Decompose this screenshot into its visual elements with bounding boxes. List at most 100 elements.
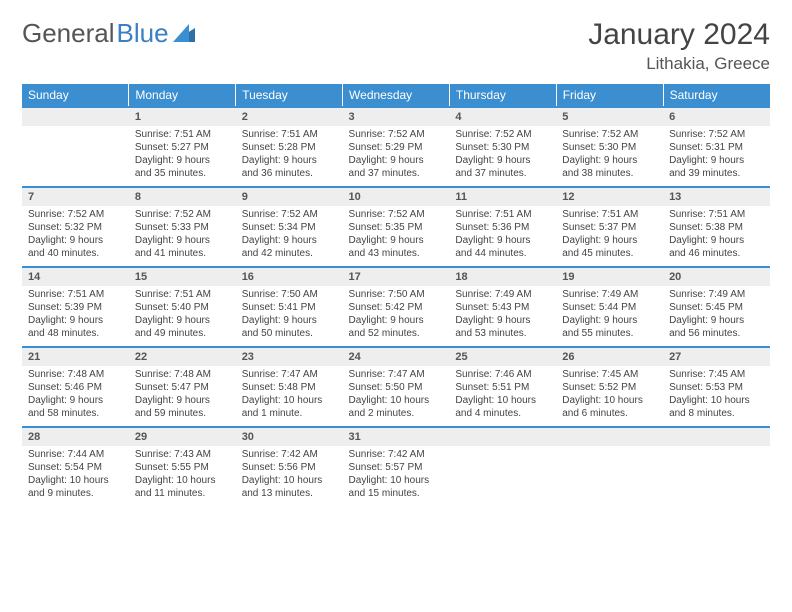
day-cell bbox=[22, 126, 129, 187]
day-info-line: and 59 minutes. bbox=[135, 407, 230, 420]
day-cell: Sunrise: 7:45 AMSunset: 5:52 PMDaylight:… bbox=[556, 366, 663, 427]
day-info-line: and 2 minutes. bbox=[349, 407, 444, 420]
day-cell: Sunrise: 7:47 AMSunset: 5:50 PMDaylight:… bbox=[343, 366, 450, 427]
day-number: 29 bbox=[129, 427, 236, 446]
day-info-line: and 11 minutes. bbox=[135, 487, 230, 500]
day-number-row: 28293031 bbox=[22, 427, 770, 446]
day-info-line: and 1 minute. bbox=[242, 407, 337, 420]
day-info-line: Daylight: 9 hours bbox=[135, 234, 230, 247]
month-title: January 2024 bbox=[588, 18, 770, 52]
day-info-line: Sunrise: 7:51 AM bbox=[242, 128, 337, 141]
day-number: 15 bbox=[129, 267, 236, 286]
day-info-line: Sunrise: 7:52 AM bbox=[349, 128, 444, 141]
day-info-line: Daylight: 9 hours bbox=[135, 314, 230, 327]
day-number-row: 14151617181920 bbox=[22, 267, 770, 286]
day-number: 9 bbox=[236, 187, 343, 206]
day-info-line: Sunset: 5:41 PM bbox=[242, 301, 337, 314]
day-info-line: Sunrise: 7:52 AM bbox=[562, 128, 657, 141]
day-number: 24 bbox=[343, 347, 450, 366]
day-info-line: Sunrise: 7:52 AM bbox=[242, 208, 337, 221]
day-info-line: Sunrise: 7:42 AM bbox=[349, 448, 444, 461]
day-info-line: Daylight: 9 hours bbox=[135, 394, 230, 407]
logo-text-2: Blue bbox=[117, 18, 169, 49]
day-cell: Sunrise: 7:50 AMSunset: 5:41 PMDaylight:… bbox=[236, 286, 343, 347]
day-info-line: Sunrise: 7:48 AM bbox=[135, 368, 230, 381]
day-info-line: Daylight: 10 hours bbox=[135, 474, 230, 487]
day-cell: Sunrise: 7:49 AMSunset: 5:45 PMDaylight:… bbox=[663, 286, 770, 347]
day-info-line: and 8 minutes. bbox=[669, 407, 764, 420]
day-number: 2 bbox=[236, 107, 343, 126]
day-info-line: Daylight: 10 hours bbox=[349, 394, 444, 407]
day-number: 20 bbox=[663, 267, 770, 286]
day-header: Wednesday bbox=[343, 84, 450, 107]
day-cell: Sunrise: 7:52 AMSunset: 5:33 PMDaylight:… bbox=[129, 206, 236, 267]
day-info-line: Daylight: 9 hours bbox=[669, 314, 764, 327]
day-number: 8 bbox=[129, 187, 236, 206]
day-info-line: and 36 minutes. bbox=[242, 167, 337, 180]
day-cell: Sunrise: 7:52 AMSunset: 5:35 PMDaylight:… bbox=[343, 206, 450, 267]
day-cell: Sunrise: 7:42 AMSunset: 5:56 PMDaylight:… bbox=[236, 446, 343, 506]
day-header: Friday bbox=[556, 84, 663, 107]
day-cell: Sunrise: 7:48 AMSunset: 5:46 PMDaylight:… bbox=[22, 366, 129, 427]
day-info-line: Daylight: 9 hours bbox=[349, 234, 444, 247]
day-info-line: and 39 minutes. bbox=[669, 167, 764, 180]
day-info-line: Sunset: 5:32 PM bbox=[28, 221, 123, 234]
day-info-line: and 52 minutes. bbox=[349, 327, 444, 340]
day-number: 16 bbox=[236, 267, 343, 286]
day-info-line: and 50 minutes. bbox=[242, 327, 337, 340]
day-cell: Sunrise: 7:52 AMSunset: 5:30 PMDaylight:… bbox=[449, 126, 556, 187]
day-info-line: Sunset: 5:55 PM bbox=[135, 461, 230, 474]
day-cell: Sunrise: 7:45 AMSunset: 5:53 PMDaylight:… bbox=[663, 366, 770, 427]
day-info-line: Sunrise: 7:51 AM bbox=[28, 288, 123, 301]
day-info-line: Sunset: 5:50 PM bbox=[349, 381, 444, 394]
day-info-line: Daylight: 9 hours bbox=[242, 154, 337, 167]
day-info-line: Sunrise: 7:51 AM bbox=[135, 128, 230, 141]
day-info-line: Sunrise: 7:47 AM bbox=[349, 368, 444, 381]
day-info-line: Sunrise: 7:45 AM bbox=[669, 368, 764, 381]
day-number-row: 78910111213 bbox=[22, 187, 770, 206]
day-info-line: and 42 minutes. bbox=[242, 247, 337, 260]
day-info-line: Daylight: 10 hours bbox=[455, 394, 550, 407]
day-cell: Sunrise: 7:50 AMSunset: 5:42 PMDaylight:… bbox=[343, 286, 450, 347]
day-cell: Sunrise: 7:52 AMSunset: 5:29 PMDaylight:… bbox=[343, 126, 450, 187]
day-content-row: Sunrise: 7:51 AMSunset: 5:39 PMDaylight:… bbox=[22, 286, 770, 347]
day-info-line: and 37 minutes. bbox=[455, 167, 550, 180]
day-info-line: Sunrise: 7:44 AM bbox=[28, 448, 123, 461]
day-cell: Sunrise: 7:44 AMSunset: 5:54 PMDaylight:… bbox=[22, 446, 129, 506]
day-info-line: Sunset: 5:29 PM bbox=[349, 141, 444, 154]
day-info-line: Sunset: 5:34 PM bbox=[242, 221, 337, 234]
day-info-line: Daylight: 10 hours bbox=[349, 474, 444, 487]
day-number: 19 bbox=[556, 267, 663, 286]
day-info-line: and 58 minutes. bbox=[28, 407, 123, 420]
day-info-line: Sunrise: 7:43 AM bbox=[135, 448, 230, 461]
day-number bbox=[22, 107, 129, 126]
day-info-line: Daylight: 9 hours bbox=[455, 314, 550, 327]
day-number: 6 bbox=[663, 107, 770, 126]
day-info-line: and 49 minutes. bbox=[135, 327, 230, 340]
day-info-line: Daylight: 9 hours bbox=[562, 314, 657, 327]
day-info-line: Daylight: 9 hours bbox=[669, 234, 764, 247]
day-info-line: Sunset: 5:45 PM bbox=[669, 301, 764, 314]
day-info-line: Sunrise: 7:48 AM bbox=[28, 368, 123, 381]
day-info-line: and 48 minutes. bbox=[28, 327, 123, 340]
day-info-line: Sunset: 5:48 PM bbox=[242, 381, 337, 394]
day-info-line: and 6 minutes. bbox=[562, 407, 657, 420]
day-header: Saturday bbox=[663, 84, 770, 107]
day-info-line: and 41 minutes. bbox=[135, 247, 230, 260]
day-info-line: Sunrise: 7:52 AM bbox=[349, 208, 444, 221]
day-info-line: Sunrise: 7:47 AM bbox=[242, 368, 337, 381]
day-info-line: Daylight: 9 hours bbox=[28, 314, 123, 327]
day-info-line: Sunrise: 7:49 AM bbox=[669, 288, 764, 301]
title-block: January 2024 Lithakia, Greece bbox=[588, 18, 770, 74]
day-cell: Sunrise: 7:46 AMSunset: 5:51 PMDaylight:… bbox=[449, 366, 556, 427]
day-info-line: Sunset: 5:38 PM bbox=[669, 221, 764, 234]
day-info-line: Sunset: 5:40 PM bbox=[135, 301, 230, 314]
day-info-line: Sunrise: 7:52 AM bbox=[135, 208, 230, 221]
day-info-line: and 44 minutes. bbox=[455, 247, 550, 260]
day-info-line: and 53 minutes. bbox=[455, 327, 550, 340]
day-info-line: Sunset: 5:43 PM bbox=[455, 301, 550, 314]
day-header: Monday bbox=[129, 84, 236, 107]
day-info-line: Sunrise: 7:46 AM bbox=[455, 368, 550, 381]
day-info-line: Daylight: 9 hours bbox=[562, 234, 657, 247]
day-info-line: Daylight: 9 hours bbox=[28, 234, 123, 247]
